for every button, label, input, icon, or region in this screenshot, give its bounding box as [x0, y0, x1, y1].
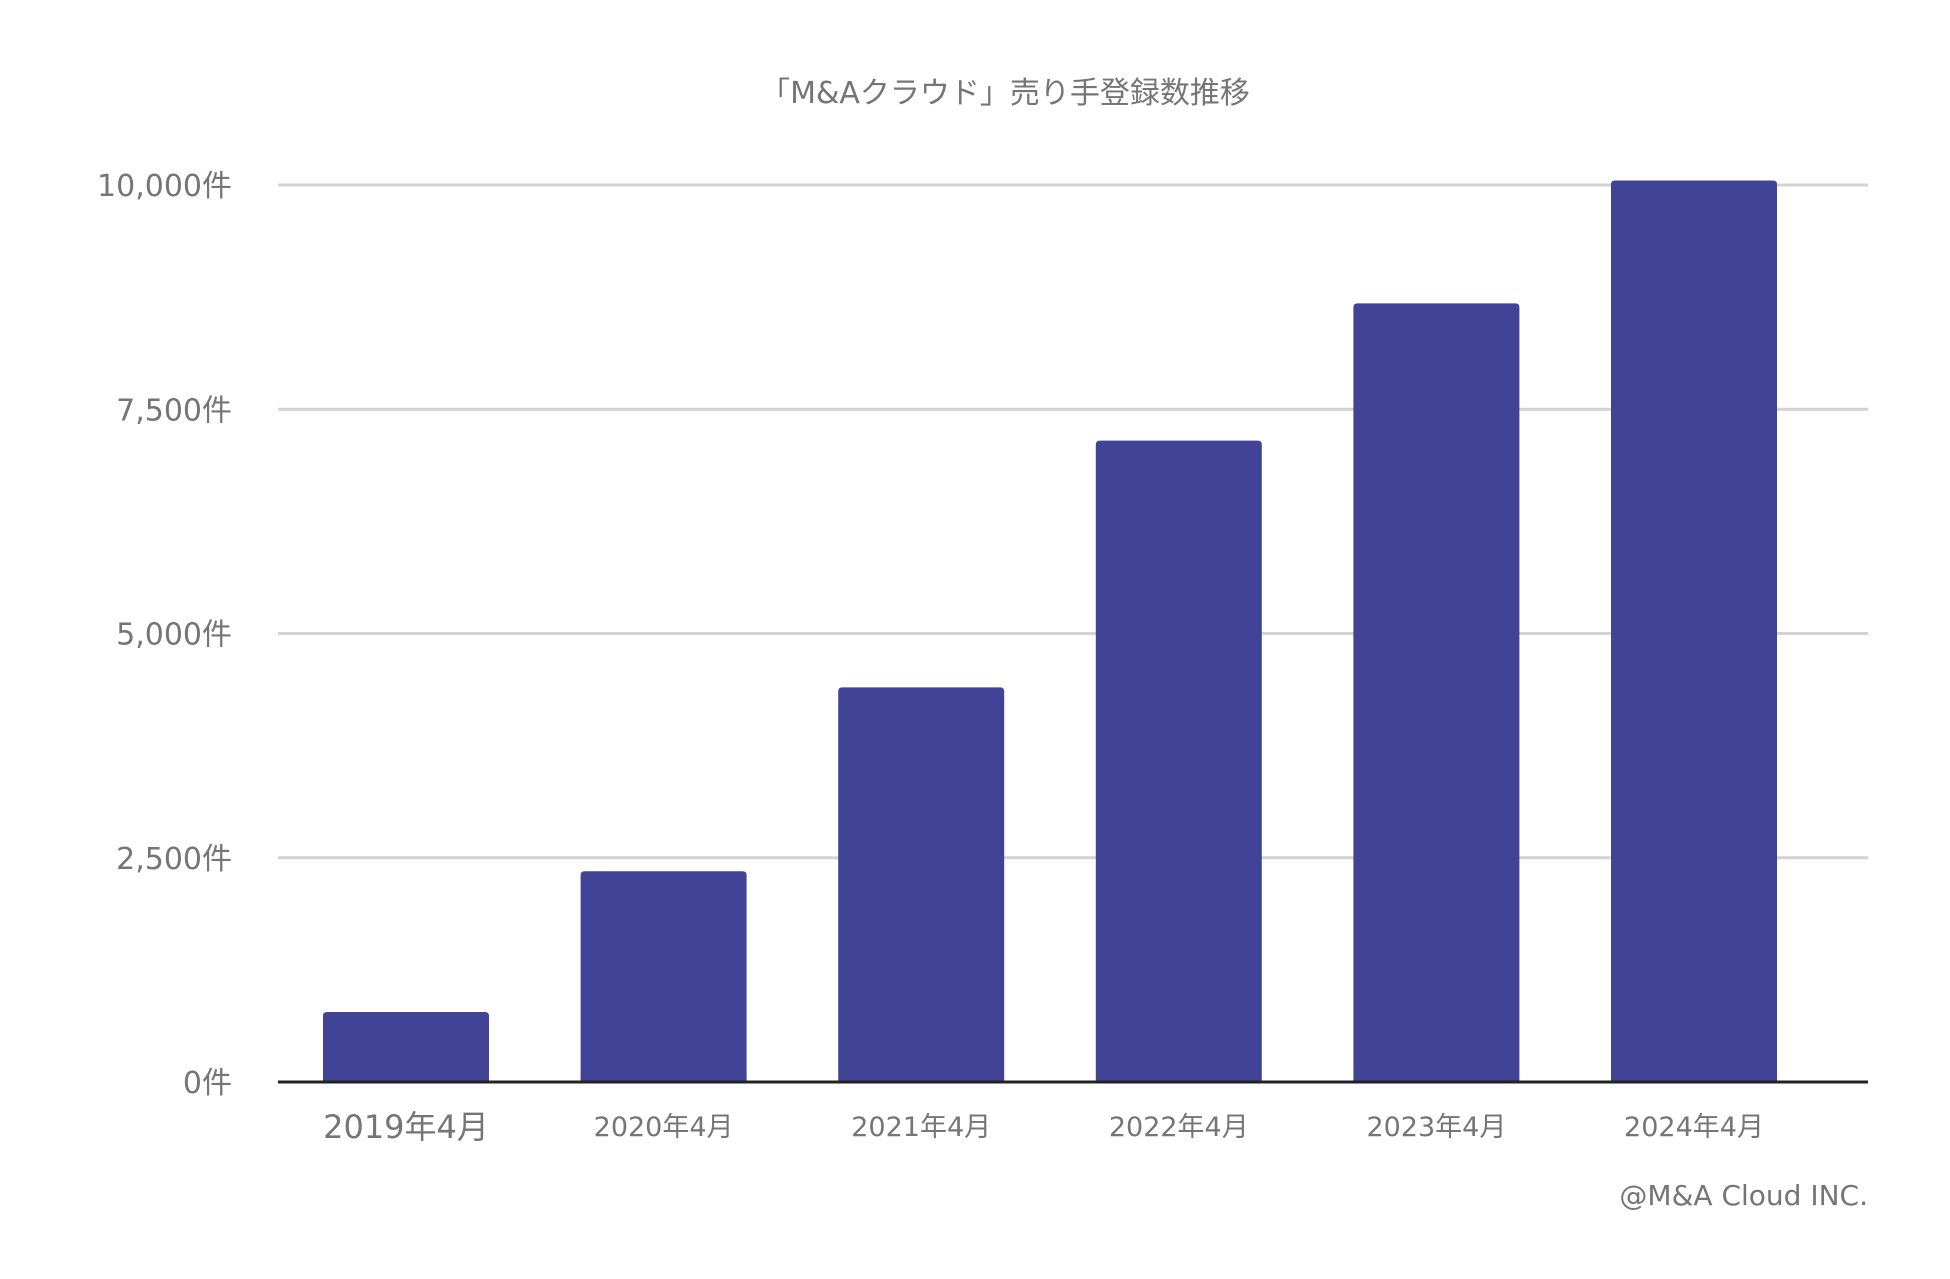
- x-tick-label: 2023年4月: [1366, 1112, 1506, 1143]
- credit-text: @M&A Cloud INC.: [1619, 1179, 1868, 1212]
- y-tick-label: 7,500件: [116, 393, 232, 428]
- y-tick-label: 2,500件: [116, 842, 232, 877]
- bar-2024年4月: [1611, 180, 1777, 1082]
- bar-2021年4月: [838, 687, 1005, 1082]
- x-tick-label: 2020年4月: [594, 1112, 734, 1143]
- chart-title: 「M&Aクラウド」売り手登録数推移: [760, 76, 1250, 111]
- bar-2020年4月: [580, 871, 747, 1082]
- y-axis: 0件 2,500件 5,000件 7,500件 10,000件: [97, 169, 232, 1101]
- y-tick-label: 0件: [183, 1066, 232, 1101]
- bar-2022年4月: [1095, 440, 1262, 1082]
- x-tick-label: 2019年4月: [323, 1108, 489, 1146]
- bars: [323, 180, 1777, 1082]
- y-tick-label: 5,000件: [116, 618, 232, 653]
- x-axis: 2019年4月 2020年4月 2021年4月 2022年4月 2023年4月 2024年…: [278, 1080, 1868, 1146]
- x-tick-label: 2024年4月: [1624, 1112, 1764, 1143]
- x-tick-label: 2021年4月: [851, 1112, 991, 1143]
- y-tick-label: 10,000件: [97, 169, 232, 204]
- gridlines: [278, 183, 1868, 860]
- bar-2019年4月: [323, 1012, 489, 1082]
- x-tick-label: 2022年4月: [1109, 1112, 1249, 1143]
- bar-2023年4月: [1353, 303, 1520, 1082]
